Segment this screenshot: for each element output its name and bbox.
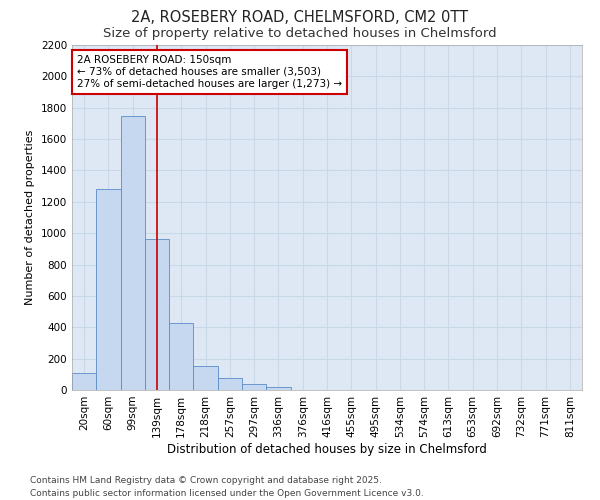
Bar	[242, 384, 266, 390]
Text: Size of property relative to detached houses in Chelmsford: Size of property relative to detached ho…	[103, 28, 497, 40]
Text: 2A, ROSEBERY ROAD, CHELMSFORD, CM2 0TT: 2A, ROSEBERY ROAD, CHELMSFORD, CM2 0TT	[131, 10, 469, 25]
Bar	[72, 373, 96, 390]
Bar	[145, 240, 169, 390]
X-axis label: Distribution of detached houses by size in Chelmsford: Distribution of detached houses by size …	[167, 442, 487, 456]
Text: Contains HM Land Registry data © Crown copyright and database right 2025.
Contai: Contains HM Land Registry data © Crown c…	[30, 476, 424, 498]
Y-axis label: Number of detached properties: Number of detached properties	[25, 130, 35, 305]
Bar	[169, 322, 193, 390]
Text: 2A ROSEBERY ROAD: 150sqm
← 73% of detached houses are smaller (3,503)
27% of sem: 2A ROSEBERY ROAD: 150sqm ← 73% of detach…	[77, 56, 342, 88]
Bar	[96, 190, 121, 390]
Bar	[266, 387, 290, 390]
Bar	[193, 366, 218, 390]
Bar	[121, 116, 145, 390]
Bar	[218, 378, 242, 390]
